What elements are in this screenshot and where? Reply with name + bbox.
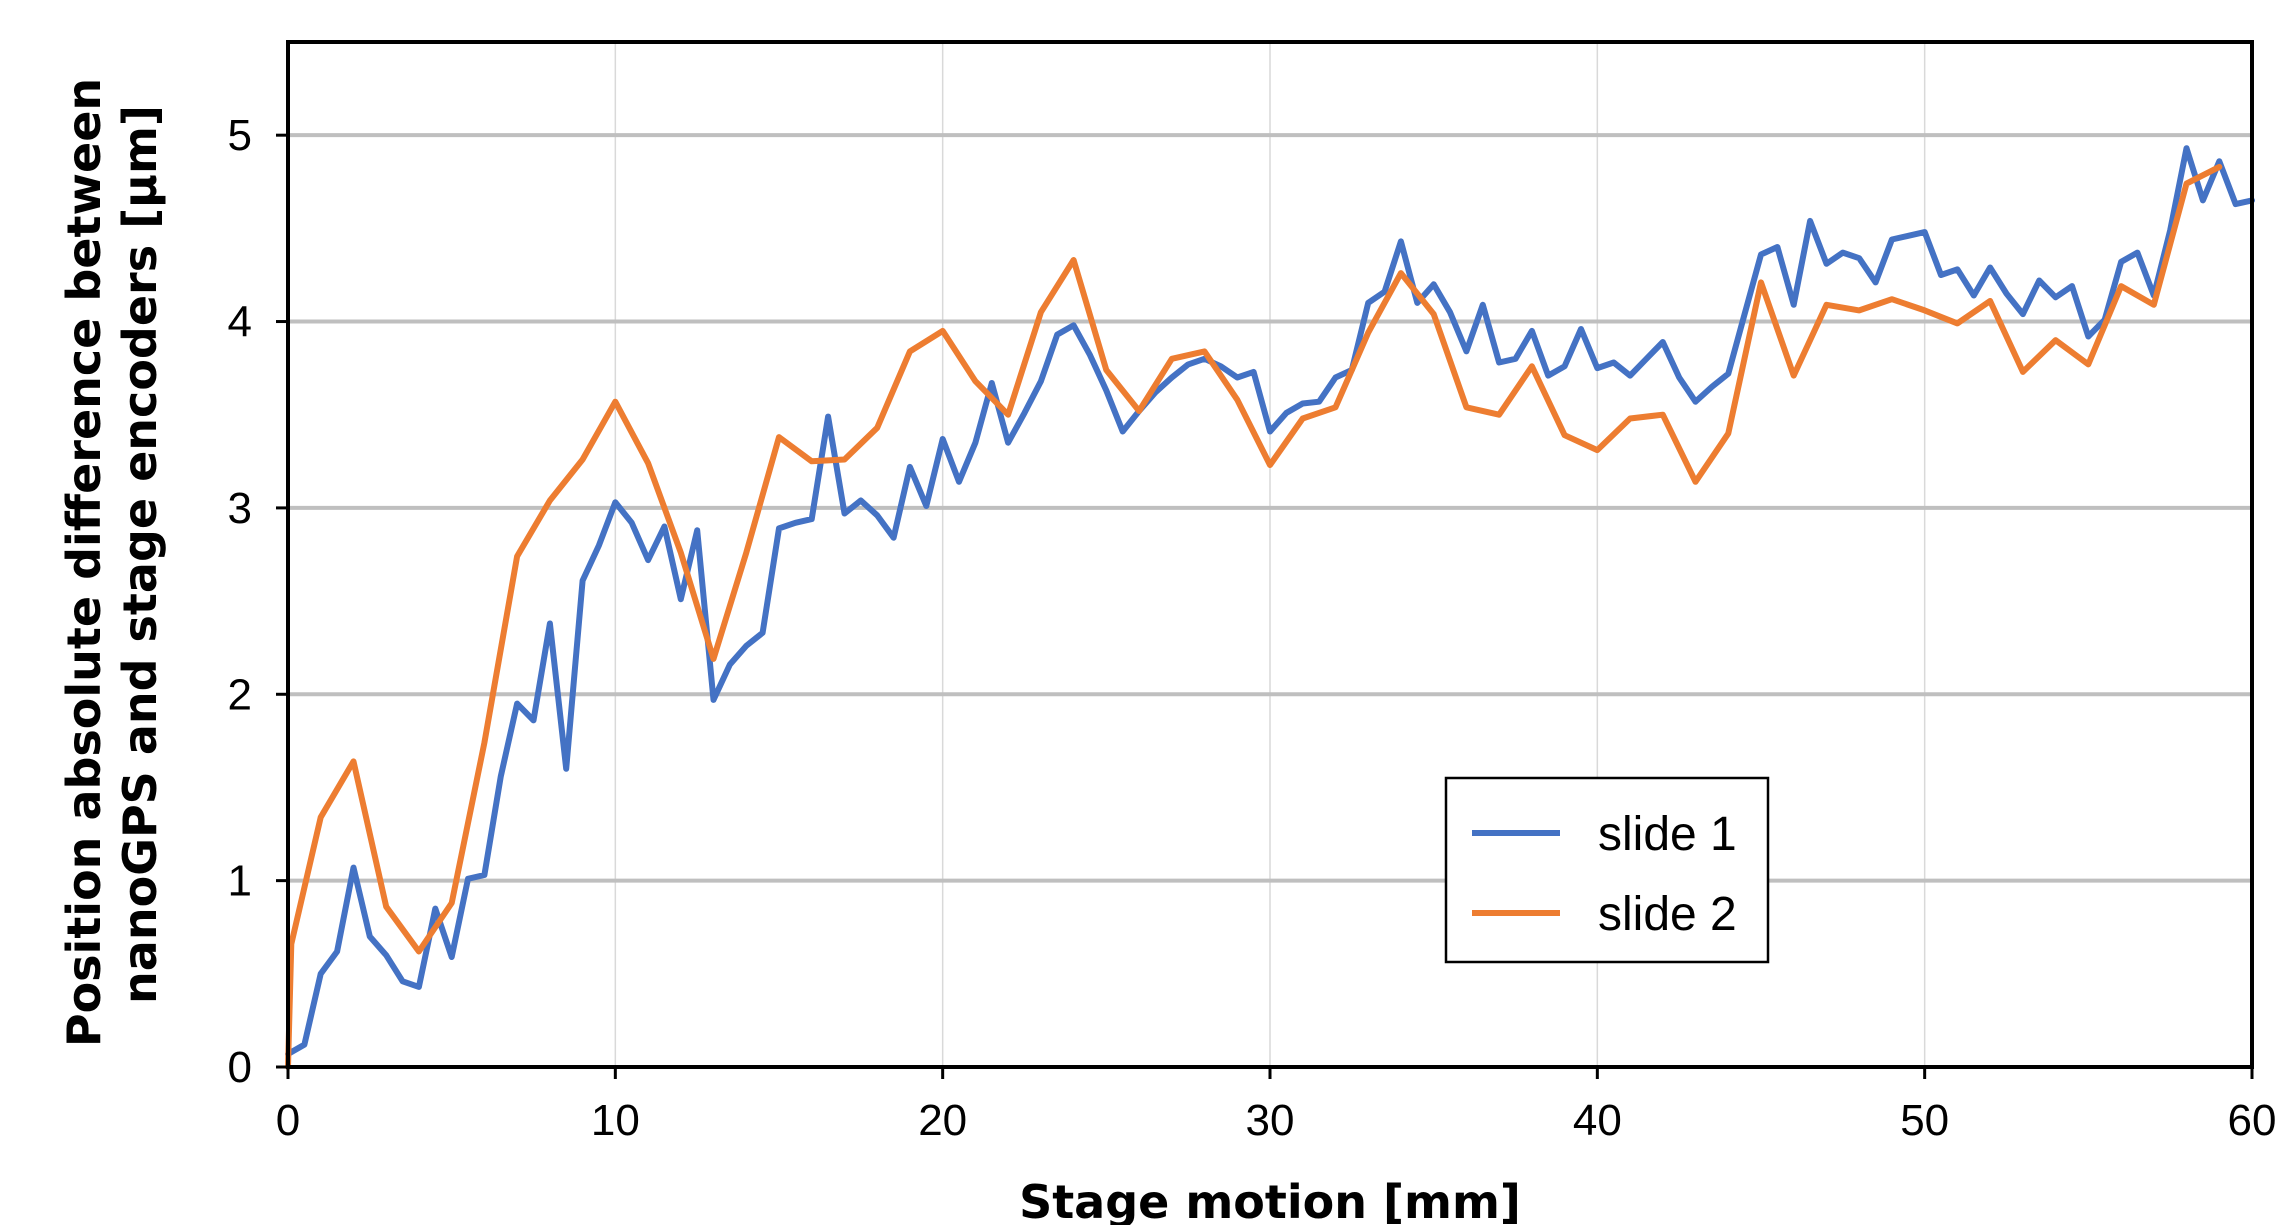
y-tick-label: 3 <box>228 484 252 533</box>
x-tick-label: 40 <box>1573 1096 1622 1145</box>
y-axis-title: Position absolute difference between nan… <box>57 62 167 1047</box>
x-axis-title: Stage motion [mm] <box>1019 1175 1521 1225</box>
series-line-slide-2 <box>285 163 2223 1070</box>
y-axis-title-line-1: Position absolute difference between <box>57 78 111 1047</box>
x-tick-label: 60 <box>2228 1096 2277 1145</box>
y-tick-label: 1 <box>228 857 252 906</box>
x-tick-label: 20 <box>918 1096 967 1145</box>
axis-tick-labels: 0 10 20 30 40 50 60 0 1 2 3 4 5 <box>228 111 2277 1145</box>
x-tick-label: 10 <box>591 1096 640 1145</box>
x-tick-label: 50 <box>1900 1096 1949 1145</box>
y-axis-title-line-2: nanoGPS and stage encoders [µm] <box>113 105 167 1004</box>
legend: slide 1 slide 2 <box>1444 776 1770 964</box>
y-tick-label: 4 <box>228 298 252 347</box>
axis-ticks <box>276 133 2254 1079</box>
legend-label-slide-1: slide 1 <box>1598 808 1737 861</box>
grid-lines <box>288 42 2252 1067</box>
x-tick-label: 30 <box>1246 1096 1295 1145</box>
series-line-slide-1 <box>285 145 2255 1057</box>
x-tick-label: 0 <box>276 1096 300 1145</box>
y-tick-label: 2 <box>228 670 252 719</box>
y-tick-label: 0 <box>228 1043 252 1092</box>
legend-box <box>1444 776 1770 964</box>
y-tick-label: 5 <box>228 111 252 160</box>
series-lines <box>285 145 2255 1070</box>
legend-label-slide-2: slide 2 <box>1598 888 1737 941</box>
